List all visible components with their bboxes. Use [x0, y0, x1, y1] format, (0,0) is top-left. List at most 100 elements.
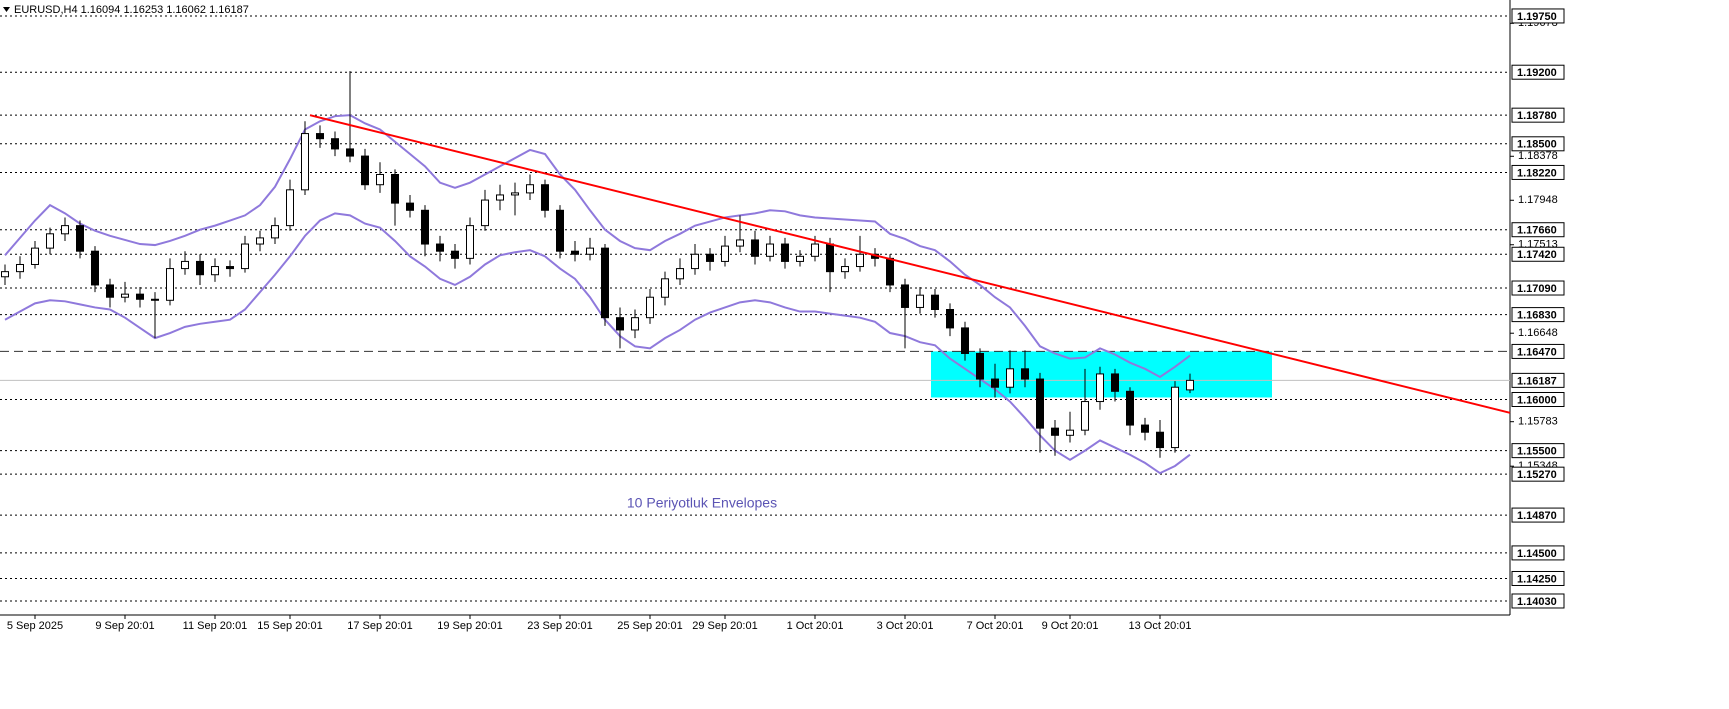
- level-label: 1.14500: [1517, 548, 1557, 560]
- candle-body: [751, 239, 759, 257]
- candle-body: [1096, 373, 1104, 403]
- x-tick-label: 25 Sep 20:01: [617, 620, 682, 632]
- candle-body: [1126, 390, 1134, 426]
- candle-body: [736, 239, 744, 247]
- candle-body: [76, 225, 84, 252]
- candle-body: [271, 225, 279, 239]
- candle-body: [31, 247, 39, 265]
- level-box: [1511, 443, 1565, 459]
- candle-body: [586, 247, 594, 255]
- candle-body: [226, 266, 234, 270]
- level-box: [1511, 280, 1565, 296]
- dashed-level-label: 1.16470: [1517, 346, 1557, 358]
- candle-body: [211, 266, 219, 276]
- candle-body: [811, 243, 819, 257]
- candle-body: [796, 255, 804, 262]
- x-tick-label: 9 Sep 20:01: [95, 620, 154, 632]
- candle-body: [196, 260, 204, 276]
- candle-body: [616, 317, 624, 331]
- x-tick-label: 23 Sep 20:01: [527, 620, 592, 632]
- candle-body: [706, 253, 714, 262]
- candle-body: [676, 268, 684, 280]
- candle-body: [361, 155, 369, 186]
- level-label: 1.16830: [1517, 310, 1557, 322]
- candle-body: [886, 257, 894, 286]
- level-box: [1511, 107, 1565, 123]
- level-label: 1.17090: [1517, 283, 1557, 295]
- candle-body: [631, 317, 639, 331]
- level-label: 1.19200: [1517, 67, 1557, 79]
- y-tick-label: 1.15783: [1518, 416, 1558, 428]
- level-box: [1511, 391, 1565, 407]
- candle-body: [826, 243, 834, 273]
- level-label: 1.18500: [1517, 139, 1557, 151]
- candle-body: [1006, 368, 1014, 388]
- candle-body: [421, 209, 429, 245]
- candle-body: [151, 298, 159, 301]
- x-tick-label: 11 Sep 20:01: [183, 620, 248, 632]
- candle-body: [916, 294, 924, 308]
- candle-body: [646, 296, 654, 319]
- candle-body: [1021, 368, 1029, 380]
- candle-body: [541, 184, 549, 211]
- level-label: 1.15270: [1517, 469, 1557, 481]
- candle-body: [481, 199, 489, 227]
- candle-body: [436, 243, 444, 252]
- candle-body: [721, 245, 729, 262]
- candle-body: [856, 253, 864, 268]
- candle-body: [961, 327, 969, 354]
- dashed-level-box: [1511, 343, 1565, 359]
- candle-body: [556, 209, 564, 252]
- candle-body: [466, 225, 474, 259]
- candle-body: [391, 173, 399, 204]
- candle-body: [496, 194, 504, 201]
- candle-body: [61, 225, 69, 235]
- candle-body: [256, 237, 264, 245]
- candle-body: [526, 184, 534, 194]
- level-box: [1511, 507, 1565, 523]
- candle-body: [691, 253, 699, 270]
- level-box: [1511, 246, 1565, 262]
- candle-body: [136, 293, 144, 300]
- level-box: [1511, 545, 1565, 561]
- x-tick-label: 19 Sep 20:01: [437, 620, 502, 632]
- candle-body: [841, 266, 849, 273]
- menu-arrow[interactable]: [3, 7, 10, 12]
- level-box: [1511, 164, 1565, 180]
- x-tick-label: 13 Oct 20:01: [1129, 620, 1192, 632]
- level-box: [1511, 64, 1565, 80]
- candle-body: [451, 250, 459, 259]
- level-box: [1511, 222, 1565, 238]
- x-tick-label: 5 Sep 2025: [7, 620, 63, 632]
- x-tick-label: 7 Oct 20:01: [967, 620, 1024, 632]
- candle-body: [511, 192, 519, 196]
- level-label: 1.14870: [1517, 510, 1557, 522]
- trendline: [309, 114, 1511, 414]
- candle-body: [661, 278, 669, 298]
- candle-body: [346, 148, 354, 157]
- candle-body: [781, 243, 789, 262]
- y-tick-label: 1.18378: [1518, 150, 1558, 162]
- annotation: 10 Periyotluk Envelopes: [627, 495, 777, 511]
- candle-body: [121, 293, 129, 298]
- candle-body: [91, 250, 99, 286]
- level-box: [1511, 136, 1565, 152]
- candle-body: [766, 243, 774, 257]
- level-box: [1511, 8, 1565, 24]
- candle-body: [331, 138, 339, 150]
- candle-body: [106, 284, 114, 298]
- x-tick-label: 1 Oct 20:01: [787, 620, 844, 632]
- current-price-box: [1511, 372, 1565, 388]
- candle-body: [1081, 401, 1089, 431]
- level-label: 1.18780: [1517, 110, 1557, 122]
- candle-body: [946, 308, 954, 329]
- candle-body: [1036, 378, 1044, 429]
- candle-body: [406, 202, 414, 211]
- level-box: [1511, 466, 1565, 482]
- x-tick-label: 29 Sep 20:01: [692, 620, 757, 632]
- candle-body: [316, 133, 324, 140]
- candle-body: [1, 271, 9, 278]
- level-box: [1511, 307, 1565, 323]
- level-label: 1.15500: [1517, 446, 1557, 458]
